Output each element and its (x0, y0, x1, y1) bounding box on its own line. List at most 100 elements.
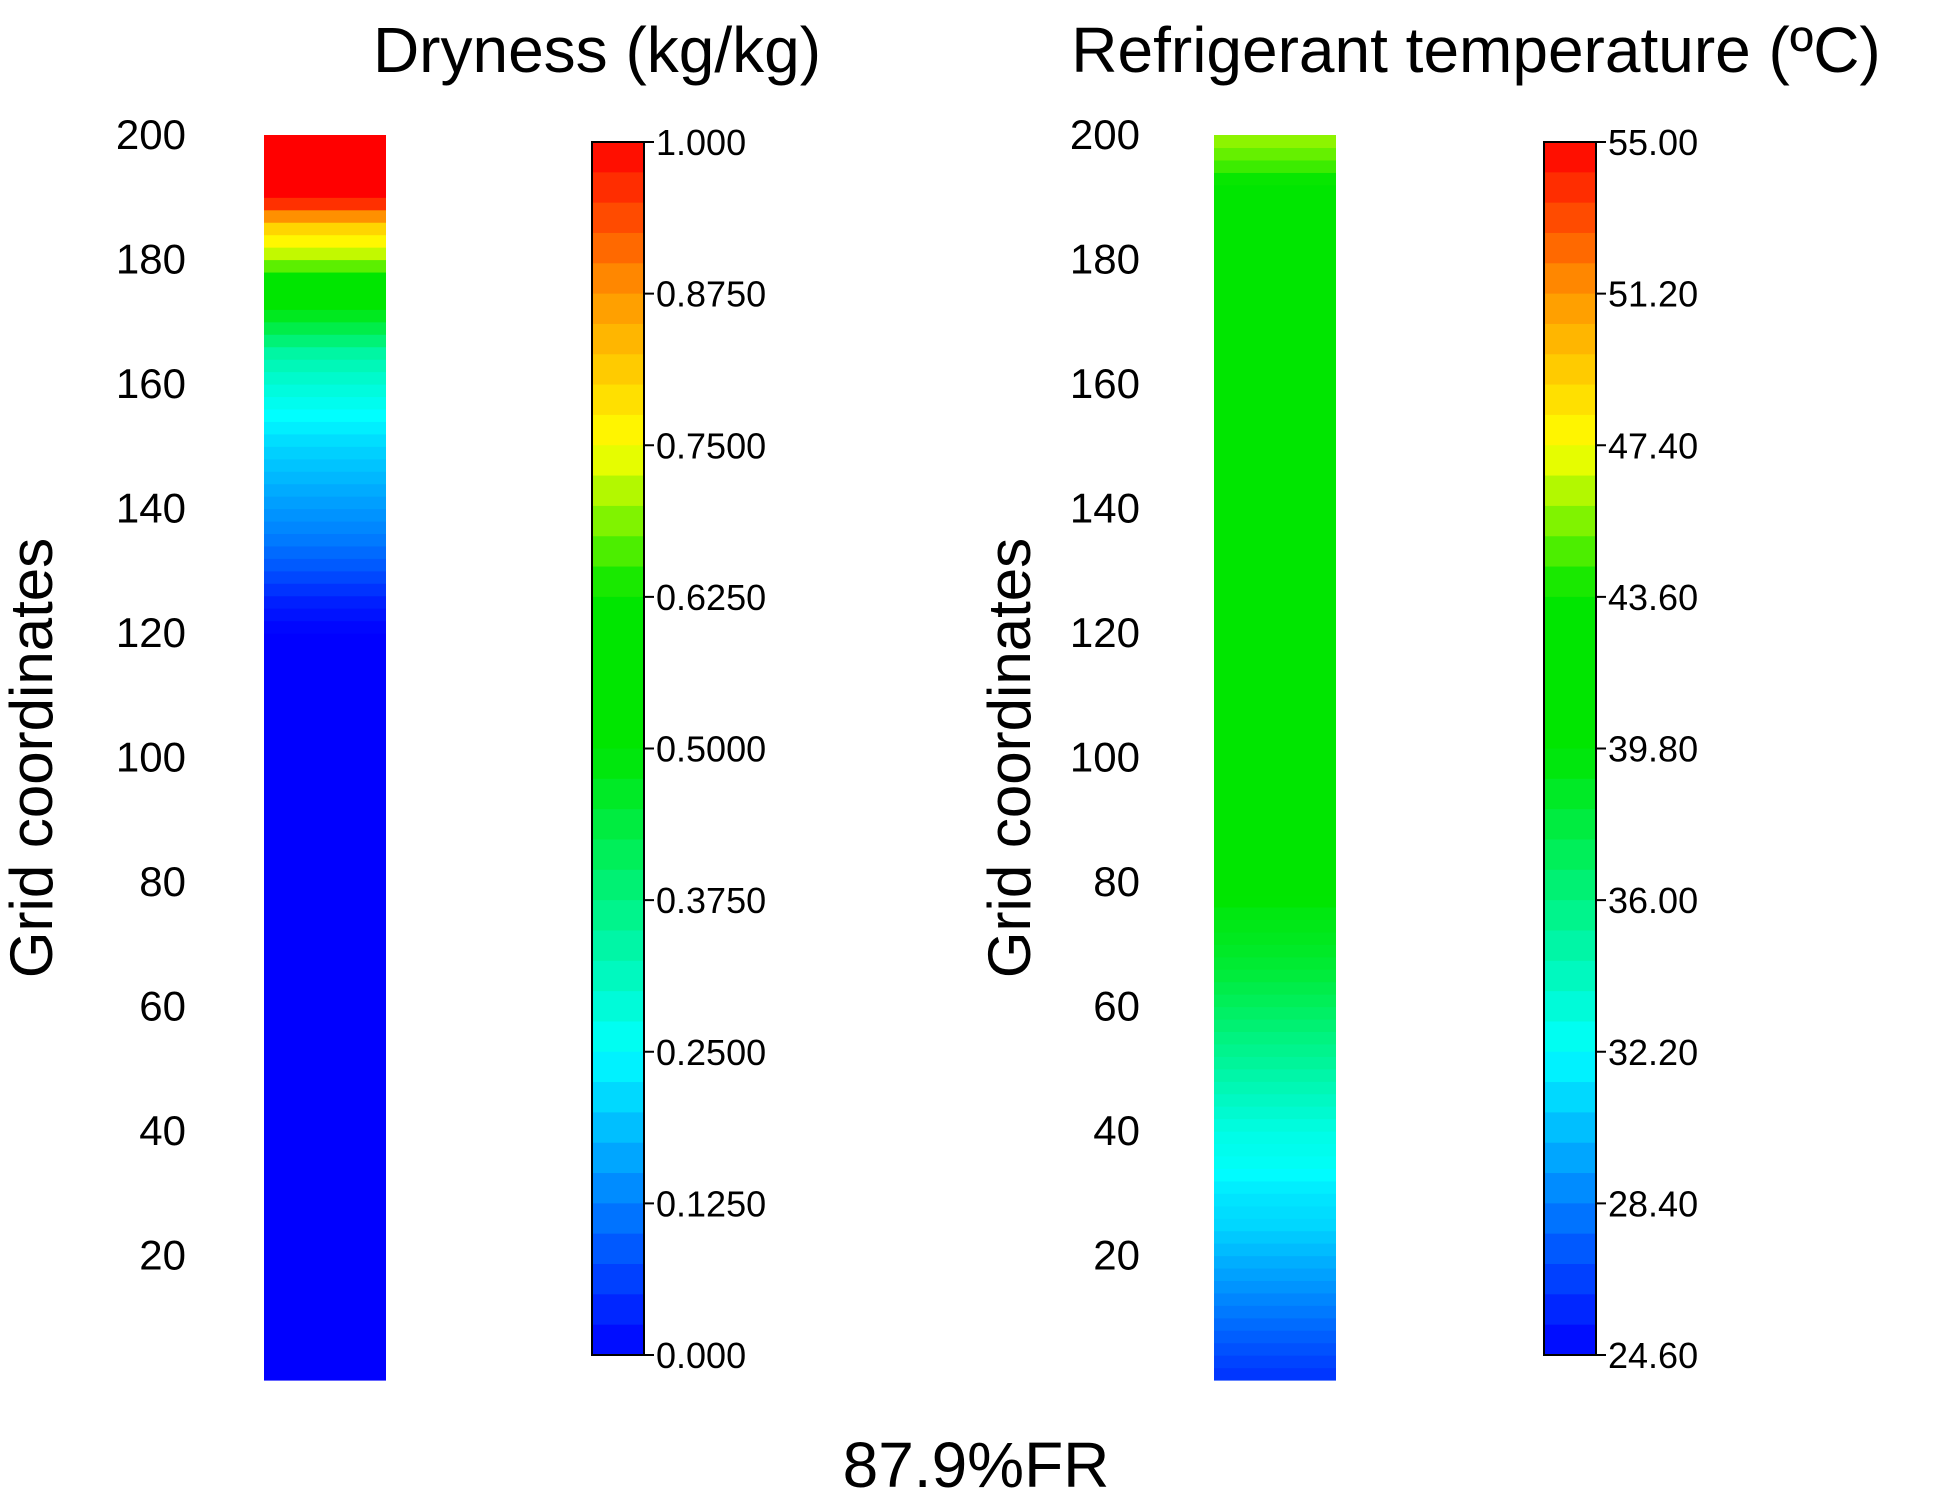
field-strip-cell (1214, 259, 1336, 273)
field-strip-cell (264, 620, 386, 634)
field-strip-cell (264, 396, 386, 410)
colorbar-tick-label: 0.000 (656, 1335, 746, 1376)
field-strip-cell (1214, 857, 1336, 871)
field-strip-cell (1214, 1031, 1336, 1045)
field-strip-cell (1214, 832, 1336, 846)
colorbar-tick-label: 39.80 (1608, 729, 1698, 770)
colorbar-tick-label: 0.2500 (656, 1032, 766, 1073)
colorbar-band (1544, 384, 1596, 416)
colorbar-band (1544, 657, 1596, 689)
colorbar-tick-label: 0.8750 (656, 274, 766, 315)
colorbar-band (1544, 232, 1596, 264)
field-strip-cell (264, 1243, 386, 1257)
field-strip-cell (1214, 944, 1336, 958)
field-strip-cell (264, 745, 386, 759)
dryness-panel: Dryness (kg/kg) Grid coordinates 20 40 60 80 1… (0, 14, 821, 1381)
field-strip-cell (264, 1131, 386, 1145)
field-strip-cell (264, 1230, 386, 1244)
field-strip-cell (264, 1342, 386, 1356)
field-strip-cell (1214, 894, 1336, 908)
colorbar-band (1544, 142, 1596, 173)
field-strip-cell (264, 1205, 386, 1219)
field-strip-cell (1214, 1006, 1336, 1020)
colorbar-band (592, 414, 644, 446)
field-strip-cell (1214, 745, 1336, 759)
field-strip-cell (1214, 346, 1336, 360)
field-strip-cell (1214, 421, 1336, 435)
colorbar-band (1544, 354, 1596, 386)
colorbar-band (1544, 1082, 1596, 1113)
field-strip-cell (1214, 508, 1336, 522)
field-strip-cell (264, 832, 386, 846)
y-tick-label: 60 (1093, 983, 1140, 1030)
field-strip-cell (1214, 1093, 1336, 1107)
field-strip-cell (264, 919, 386, 933)
field-strip-cell (1214, 1292, 1336, 1306)
field-strip-cell (264, 321, 386, 335)
colorbar-band (1544, 202, 1596, 234)
field-strip-cell (1214, 408, 1336, 422)
colorbar-band (592, 263, 644, 295)
field-strip-cell (264, 633, 386, 647)
colorbar-band (1544, 1021, 1596, 1053)
field-strip-cell (264, 707, 386, 721)
colorbar-band (592, 1021, 644, 1053)
colorbar-band (1544, 809, 1596, 841)
field-strip-cell (264, 608, 386, 622)
field-strip-cell (1214, 135, 1336, 149)
field-strip-cell (1214, 1131, 1336, 1145)
field-strip-cell (1214, 645, 1336, 659)
field-strip-cell (1214, 371, 1336, 385)
colorbar-tick-label: 0.5000 (656, 729, 766, 770)
field-strip-cell (1214, 981, 1336, 995)
field-strip-cell (264, 844, 386, 858)
field-strip-cell (1214, 1193, 1336, 1207)
colorbar-band (1544, 1264, 1596, 1295)
colorbar-tick-label: 28.40 (1608, 1183, 1698, 1224)
field-strip-cell (264, 1255, 386, 1269)
field-strip-cell (1214, 657, 1336, 671)
field-strip-cell (264, 334, 386, 348)
field-strip-cell (264, 969, 386, 983)
y-tick-label: 80 (1093, 858, 1140, 905)
colorbar-band (1544, 748, 1596, 780)
field-strip-cell (1214, 1056, 1336, 1070)
field-strip-cell (264, 670, 386, 684)
field-strip-cell (1214, 172, 1336, 186)
field-strip-cell (1214, 956, 1336, 970)
field-strip-cell (264, 296, 386, 310)
temperature-panel: Refrigerant temperature (ºC) Grid coordin… (976, 14, 1881, 1381)
field-strip-cell (264, 1031, 386, 1045)
field-strip-cell (264, 371, 386, 385)
field-strip-cell (1214, 483, 1336, 497)
field-strip-cell (264, 359, 386, 373)
field-strip-cell (264, 508, 386, 522)
field-strip-cell (264, 234, 386, 248)
y-tick-label: 140 (1070, 485, 1140, 532)
colorbar-band (1544, 1233, 1596, 1265)
colorbar-band (592, 1203, 644, 1235)
colorbar-band (1544, 1173, 1596, 1204)
colorbar-band (1544, 930, 1596, 962)
field-strip-cell (1214, 769, 1336, 783)
colorbar-band (1544, 1051, 1596, 1083)
field-strip-cell (264, 1317, 386, 1331)
field-strip-cell (264, 159, 386, 173)
field-strip-cell (1214, 296, 1336, 310)
field-strip-cell (264, 446, 386, 460)
field-strip-cell (1214, 533, 1336, 547)
field-strip-cell (264, 981, 386, 995)
field-strip-cell (264, 284, 386, 298)
field-strip-cell (264, 857, 386, 871)
field-strip-cell (1214, 1230, 1336, 1244)
colorbar-tick-label: 0.7500 (656, 425, 766, 466)
colorbar-tick-label: 0.6250 (656, 577, 766, 618)
colorbar-band (592, 475, 644, 507)
colorbar-band (592, 384, 644, 416)
colorbar-band (592, 930, 644, 962)
field-strip-cell (1214, 359, 1336, 373)
field-strip-cell (264, 1193, 386, 1207)
field-strip-cell (1214, 794, 1336, 808)
field-strip-cell (264, 1168, 386, 1182)
field-strip-cell (264, 807, 386, 821)
